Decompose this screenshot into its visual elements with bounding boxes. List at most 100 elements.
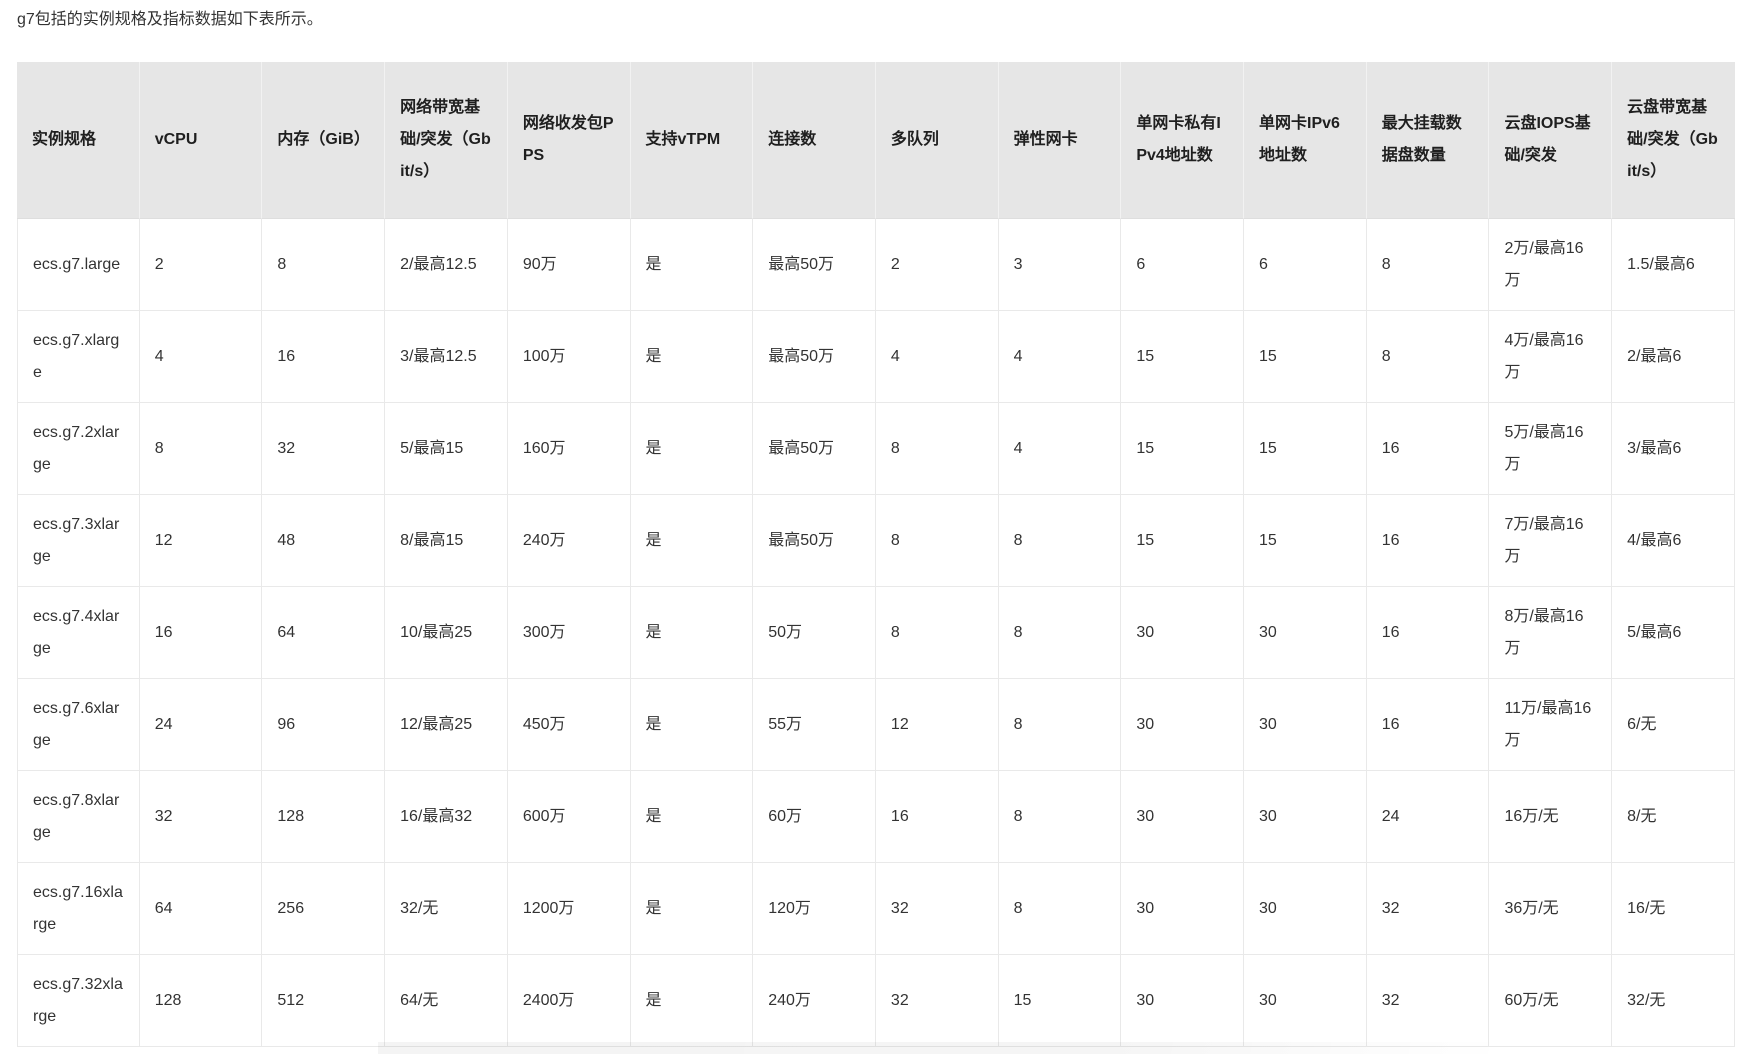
cell-value: 15: [998, 955, 1122, 1047]
cell-value: 2/最高12.5: [385, 219, 508, 311]
cell-value: 50万: [753, 587, 876, 679]
cell-value: 11万/最高16万: [1489, 679, 1613, 771]
table-row: ecs.g7.16xlarge 64 256 32/无 1200万是 120万 32 8 30 3…: [17, 863, 1735, 955]
column-header: 网络带宽基础/突发（Gbit/s）: [385, 62, 508, 219]
cell-instance-type: ecs.g7.3xlarge: [17, 495, 140, 587]
cell-value: 16/最高32: [385, 771, 508, 863]
cell-value: 3/最高6: [1612, 403, 1735, 495]
cell-value: 32: [875, 863, 999, 955]
cell-value: 160万: [507, 403, 631, 495]
cell-value: 30: [1244, 955, 1367, 1047]
cell-value: 8: [1366, 219, 1490, 311]
cell-value: 15: [1244, 311, 1367, 403]
cell-value: 32/无: [385, 863, 508, 955]
cell-value: 8: [998, 863, 1122, 955]
cell-value: 128: [262, 771, 386, 863]
cell-value: 最高50万: [753, 403, 876, 495]
cell-value: 6: [1121, 219, 1245, 311]
cell-value: 5/最高15: [385, 403, 508, 495]
cell-instance-type: ecs.g7.4xlarge: [17, 587, 140, 679]
column-header: 单网卡私有IPv4地址数: [1121, 62, 1245, 219]
cell-instance-type: ecs.g7.xlarge: [17, 311, 140, 403]
cell-value: 15: [1121, 403, 1245, 495]
cell-value: 是: [630, 587, 754, 679]
cell-value: 最高50万: [753, 311, 876, 403]
cell-value: 4万/最高16万: [1489, 311, 1613, 403]
header-row: 实例规格 vCPU 内存（GiB） 网络带宽基础/突发（Gbit/s） 网络收发包PPS…: [17, 62, 1735, 219]
column-header: 多队列: [875, 62, 999, 219]
cell-value: 3/最高12.5: [385, 311, 508, 403]
column-header: vCPU: [139, 62, 263, 219]
cell-value: 16: [875, 771, 999, 863]
cell-value: 30: [1121, 863, 1245, 955]
table-row: ecs.g7.6xlarge 24 96 12/最高25 450万是 55万 12 8 30 30…: [17, 679, 1735, 771]
cell-value: 55万: [753, 679, 876, 771]
cell-value: 是: [630, 955, 754, 1047]
column-header: 最大挂载数据盘数量: [1366, 62, 1490, 219]
cell-value: 3: [998, 219, 1122, 311]
cell-value: 24: [1366, 771, 1490, 863]
cell-value: 64: [139, 863, 263, 955]
cell-value: 60万/无: [1489, 955, 1613, 1047]
cell-value: 16/无: [1612, 863, 1735, 955]
cell-value: 1.5/最高6: [1612, 219, 1735, 311]
cell-value: 15: [1121, 311, 1245, 403]
cell-value: 24: [139, 679, 263, 771]
cell-value: 16: [1366, 679, 1490, 771]
column-header: 内存（GiB）: [262, 62, 386, 219]
cell-value: 450万: [507, 679, 631, 771]
cell-value: 5/最高6: [1612, 587, 1735, 679]
cell-value: 4: [998, 403, 1122, 495]
cell-value: 15: [1121, 495, 1245, 587]
column-header: 单网卡IPv6地址数: [1244, 62, 1367, 219]
column-header: 连接数: [753, 62, 876, 219]
cell-value: 是: [630, 863, 754, 955]
cell-value: 是: [630, 219, 754, 311]
column-header: 实例规格: [17, 62, 140, 219]
cell-value: 96: [262, 679, 386, 771]
cell-value: 12: [139, 495, 263, 587]
cell-value: 8万/最高16万: [1489, 587, 1613, 679]
cell-value: 100万: [507, 311, 631, 403]
cell-value: 8/无: [1612, 771, 1735, 863]
cell-value: 32: [262, 403, 386, 495]
cell-value: 10/最高25: [385, 587, 508, 679]
cell-instance-type: ecs.g7.2xlarge: [17, 403, 140, 495]
intro-text: g7包括的实例规格及指标数据如下表所示。: [17, 11, 323, 28]
cell-value: 30: [1244, 679, 1367, 771]
cell-value: 6/无: [1612, 679, 1735, 771]
cell-value: 16: [1366, 495, 1490, 587]
cell-value: 12/最高25: [385, 679, 508, 771]
cell-value: 16: [1366, 587, 1490, 679]
cell-value: 8: [1366, 311, 1490, 403]
cell-value: 32: [139, 771, 263, 863]
cell-value: 32: [1366, 863, 1490, 955]
cell-value: 300万: [507, 587, 631, 679]
cell-instance-type: ecs.g7.8xlarge: [17, 771, 140, 863]
cell-value: 30: [1121, 679, 1245, 771]
cell-value: 4/最高6: [1612, 495, 1735, 587]
cell-value: 64/无: [385, 955, 508, 1047]
cell-instance-type: ecs.g7.large: [17, 219, 140, 311]
cell-value: 30: [1121, 955, 1245, 1047]
cell-value: 30: [1244, 771, 1367, 863]
cell-value: 60万: [753, 771, 876, 863]
column-header: 云盘IOPS基础/突发: [1489, 62, 1613, 219]
g7-instance-spec-table: 实例规格 vCPU 内存（GiB） 网络带宽基础/突发（Gbit/s） 网络收发包PPS…: [17, 62, 1735, 1047]
cell-value: 8: [998, 771, 1122, 863]
table-row: ecs.g7.3xlarge 12 48 8/最高15 240万是最高50万 8 8 15 15…: [17, 495, 1735, 587]
cell-value: 8: [875, 587, 999, 679]
cell-value: 2万/最高16万: [1489, 219, 1613, 311]
table-header: 实例规格 vCPU 内存（GiB） 网络带宽基础/突发（Gbit/s） 网络收发包PPS…: [17, 62, 1735, 219]
cell-instance-type: ecs.g7.32xlarge: [17, 955, 140, 1047]
cell-value: 16: [1366, 403, 1490, 495]
cell-value: 15: [1244, 403, 1367, 495]
cell-value: 128: [139, 955, 263, 1047]
table-body: ecs.g7.large 2 8 2/最高12.5 90万是最高50万 2 3 6 6 8 2万/最…: [17, 219, 1735, 1047]
table-row: ecs.g7.large 2 8 2/最高12.5 90万是最高50万 2 3 6 6 8 2万/最…: [17, 219, 1735, 311]
cell-value: 8: [998, 679, 1122, 771]
cell-value: 8: [262, 219, 386, 311]
cell-value: 4: [139, 311, 263, 403]
cell-value: 2: [875, 219, 999, 311]
column-header: 弹性网卡: [998, 62, 1122, 219]
